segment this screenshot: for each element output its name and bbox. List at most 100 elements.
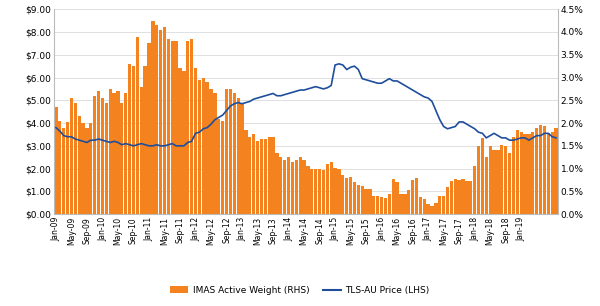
Bar	[531, 132, 535, 214]
Bar	[493, 151, 496, 214]
Bar	[175, 41, 178, 214]
Bar	[341, 175, 344, 214]
Bar	[190, 39, 193, 214]
Bar	[329, 162, 333, 214]
Bar	[178, 69, 182, 214]
Bar	[163, 28, 166, 214]
Bar	[256, 141, 259, 214]
Bar	[302, 159, 306, 214]
Bar	[314, 169, 317, 214]
Bar	[74, 103, 77, 214]
Bar	[213, 93, 217, 214]
Bar	[535, 128, 538, 214]
Bar	[151, 21, 155, 214]
Bar	[54, 107, 58, 214]
Bar	[159, 30, 162, 214]
Bar	[554, 128, 558, 214]
Bar	[97, 91, 100, 214]
Bar	[271, 137, 275, 214]
Bar	[376, 196, 379, 214]
Bar	[364, 189, 368, 214]
Bar	[496, 151, 500, 214]
Bar	[186, 41, 190, 214]
Bar	[205, 82, 209, 214]
Bar	[326, 164, 329, 214]
Bar	[457, 180, 461, 214]
Bar	[407, 190, 410, 214]
Bar	[241, 103, 244, 214]
Bar	[89, 123, 92, 214]
Bar	[82, 123, 85, 214]
Bar	[461, 179, 464, 214]
Bar	[527, 134, 530, 214]
Bar	[62, 128, 65, 214]
Bar	[236, 98, 240, 214]
Bar	[415, 178, 418, 214]
Bar	[384, 198, 387, 214]
Bar	[209, 89, 212, 214]
Bar	[167, 39, 170, 214]
Bar	[353, 182, 356, 214]
Bar	[128, 64, 131, 214]
Bar	[221, 121, 224, 214]
Bar	[225, 89, 228, 214]
Bar	[275, 153, 278, 214]
Bar	[512, 137, 515, 214]
Bar	[233, 93, 236, 214]
Bar	[112, 93, 116, 214]
Bar	[310, 169, 313, 214]
Bar	[93, 96, 97, 214]
Bar	[403, 194, 407, 214]
Bar	[434, 203, 437, 214]
Bar	[116, 91, 119, 214]
Bar	[148, 43, 151, 214]
Bar	[372, 196, 376, 214]
Bar	[132, 66, 135, 214]
Bar	[70, 98, 73, 214]
Bar	[155, 25, 158, 214]
Bar	[318, 169, 321, 214]
Bar	[543, 126, 546, 214]
Bar	[442, 196, 445, 214]
Bar	[395, 182, 399, 214]
Bar	[450, 181, 453, 214]
Bar	[411, 180, 414, 214]
Bar	[109, 89, 112, 214]
Bar	[124, 93, 127, 214]
Bar	[260, 139, 263, 214]
Bar	[268, 137, 271, 214]
Bar	[368, 189, 371, 214]
Bar	[345, 178, 349, 214]
Bar	[551, 132, 554, 214]
Bar	[465, 181, 469, 214]
Bar	[182, 71, 185, 214]
Bar	[500, 145, 503, 214]
Bar	[485, 157, 488, 214]
Bar	[263, 139, 267, 214]
Bar	[322, 170, 325, 214]
Bar	[287, 157, 290, 214]
Bar	[523, 134, 527, 214]
Bar	[419, 197, 422, 214]
Bar	[217, 118, 220, 214]
Bar	[446, 187, 449, 214]
Bar	[547, 133, 550, 214]
Bar	[469, 181, 472, 214]
Bar	[481, 138, 484, 214]
Bar	[388, 194, 391, 214]
Bar	[143, 66, 147, 214]
Bar	[477, 146, 480, 214]
Bar	[334, 167, 337, 214]
Bar	[194, 69, 197, 214]
Bar	[66, 122, 69, 214]
Bar	[520, 132, 523, 214]
Bar	[356, 185, 360, 214]
Legend: IMAS Active Weight (RHS), TLS-AU Price (LHS): IMAS Active Weight (RHS), TLS-AU Price (…	[167, 282, 433, 298]
Bar	[361, 186, 364, 214]
Bar	[252, 134, 256, 214]
Bar	[279, 157, 283, 214]
Bar	[454, 179, 457, 214]
Bar	[295, 159, 298, 214]
Bar	[306, 166, 310, 214]
Bar	[229, 89, 232, 214]
